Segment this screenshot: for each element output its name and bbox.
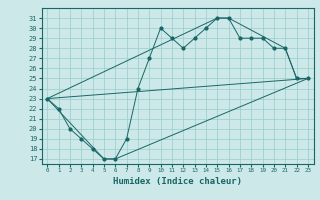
X-axis label: Humidex (Indice chaleur): Humidex (Indice chaleur) — [113, 177, 242, 186]
